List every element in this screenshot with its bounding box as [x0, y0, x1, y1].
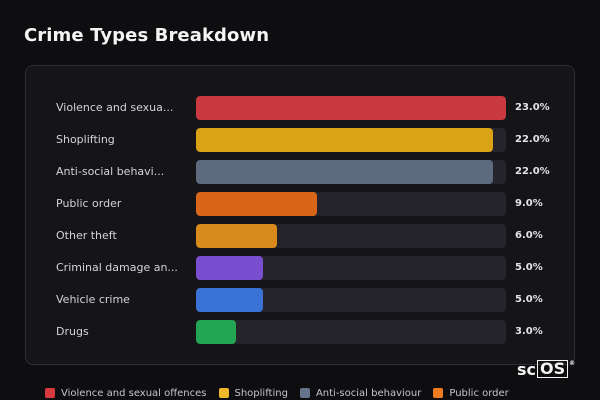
bar-value-label: 22.0% — [515, 128, 550, 152]
bar-category-label: Anti-social behavi... — [56, 160, 184, 184]
legend-swatch — [300, 388, 310, 398]
bar-track — [196, 96, 506, 120]
chart-legend: Violence and sexual offences Shoplifting A… — [45, 386, 521, 400]
bar — [196, 320, 236, 344]
bar-category-label: Shoplifting — [56, 128, 184, 152]
legend-label: Violence and sexual offences — [61, 388, 207, 399]
logo-registered-mark: ® — [569, 360, 575, 367]
bar-track — [196, 256, 506, 280]
scos-logo: sc OS ® — [517, 359, 575, 379]
bar-value-label: 9.0% — [515, 192, 543, 216]
bar-row: Violence and sexua... 23.0% — [26, 96, 574, 120]
legend-label: Anti-social behaviour — [316, 388, 421, 399]
bar-row: Anti-social behavi... 22.0% — [26, 160, 574, 184]
bar-row: Criminal damage an... 5.0% — [26, 256, 574, 280]
logo-boxed: OS — [537, 360, 568, 378]
bar-category-label: Other theft — [56, 224, 184, 248]
bar-value-label: 5.0% — [515, 288, 543, 312]
logo-prefix: sc — [517, 360, 536, 379]
bar-row: Public order 9.0% — [26, 192, 574, 216]
legend-swatch — [219, 388, 229, 398]
bar-category-label: Public order — [56, 192, 184, 216]
legend-label: Public order — [449, 388, 508, 399]
bar-value-label: 22.0% — [515, 160, 550, 184]
legend-label: Shoplifting — [235, 388, 288, 399]
bar-row: Vehicle crime 5.0% — [26, 288, 574, 312]
bar-row: Drugs 3.0% — [26, 320, 574, 344]
bar-track — [196, 320, 506, 344]
bar-row: Other theft 6.0% — [26, 224, 574, 248]
legend-item: Violence and sexual offences — [45, 388, 207, 399]
bar-track — [196, 224, 506, 248]
bar — [196, 192, 317, 216]
legend-item: Shoplifting — [219, 388, 288, 399]
bar-track — [196, 128, 506, 152]
legend-item: Anti-social behaviour — [300, 388, 421, 399]
bar — [196, 160, 493, 184]
bar — [196, 288, 263, 312]
bar-value-label: 6.0% — [515, 224, 543, 248]
bar — [196, 96, 506, 120]
bar-track — [196, 192, 506, 216]
bar — [196, 128, 493, 152]
chart-title: Crime Types Breakdown — [24, 25, 269, 46]
bar — [196, 256, 263, 280]
bar-value-label: 5.0% — [515, 256, 543, 280]
bar-row: Shoplifting 22.0% — [26, 128, 574, 152]
bar-track — [196, 288, 506, 312]
bar — [196, 224, 277, 248]
legend-swatch — [45, 388, 55, 398]
bar-value-label: 3.0% — [515, 320, 543, 344]
bar-category-label: Vehicle crime — [56, 288, 184, 312]
bar-category-label: Drugs — [56, 320, 184, 344]
legend-swatch — [433, 388, 443, 398]
legend-item: Public order — [433, 388, 508, 399]
bar-track — [196, 160, 506, 184]
bar-category-label: Violence and sexua... — [56, 96, 184, 120]
bar-category-label: Criminal damage an... — [56, 256, 184, 280]
chart-panel: Violence and sexua... 23.0% Shoplifting 22.… — [25, 65, 575, 365]
bar-value-label: 23.0% — [515, 96, 550, 120]
